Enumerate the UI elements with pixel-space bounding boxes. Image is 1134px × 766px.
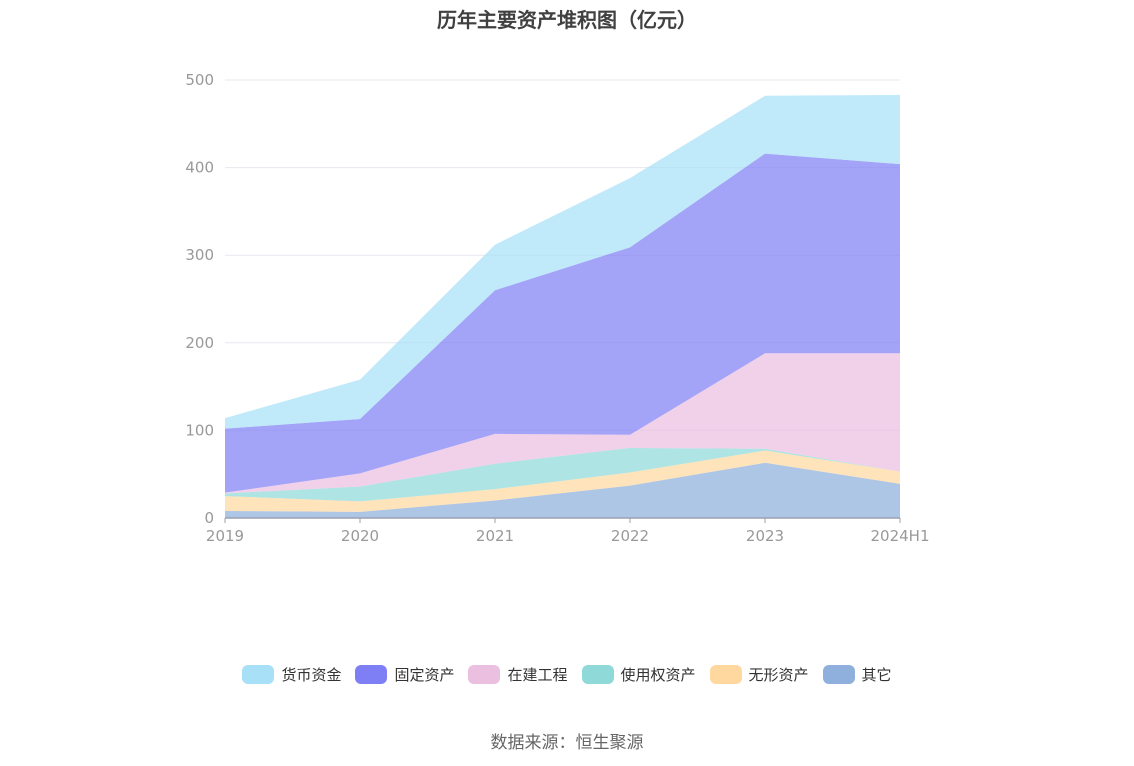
chart-title: 历年主要资产堆积图（亿元）: [437, 8, 697, 32]
legend-swatch: [709, 665, 742, 684]
legend-item[interactable]: 使用权资产: [581, 664, 696, 685]
legend-item[interactable]: 固定资产: [355, 664, 454, 685]
area-无形资产: [225, 450, 900, 512]
legend-label: 其它: [861, 666, 892, 684]
legend-swatch: [242, 665, 275, 684]
legend-label: 无形资产: [748, 666, 809, 684]
y-tick-label: 0: [204, 509, 214, 527]
y-tick-label: 500: [185, 71, 214, 89]
chart-legend: 货币资金 固定资产 在建工程 使用权资产 无形资产 其它: [0, 664, 1134, 685]
area-在建工程: [225, 353, 900, 494]
legend-label: 货币资金: [281, 666, 342, 684]
legend-item[interactable]: 在建工程: [468, 664, 568, 685]
x-tick-label: 2022: [611, 527, 649, 545]
x-tick-label: 2024H1: [871, 527, 930, 545]
legend-item[interactable]: 其它: [822, 664, 892, 685]
area-使用权资产: [225, 447, 900, 502]
area-固定资产: [225, 153, 900, 493]
legend-label: 使用权资产: [620, 666, 696, 684]
y-tick-label: 400: [185, 159, 214, 177]
y-tick-label: 300: [185, 246, 214, 264]
x-tick-label: 2019: [206, 527, 244, 545]
legend-label: 固定资产: [394, 666, 455, 684]
area-其它: [225, 462, 900, 518]
legend-item[interactable]: 无形资产: [709, 664, 809, 685]
x-tick-label: 2021: [476, 527, 514, 545]
legend-swatch: [822, 665, 855, 684]
legend-swatch: [355, 665, 388, 684]
data-source: 数据来源：恒生聚源: [490, 733, 644, 753]
legend-swatch: [468, 665, 501, 684]
x-tick-label: 2020: [341, 527, 379, 545]
legend-item[interactable]: 货币资金: [242, 664, 341, 685]
legend-swatch: [581, 665, 614, 684]
area-货币资金: [225, 94, 900, 429]
y-tick-label: 100: [185, 421, 214, 439]
y-tick-label: 200: [185, 334, 214, 352]
x-tick-label: 2023: [746, 527, 784, 545]
legend-label: 在建工程: [507, 666, 568, 684]
